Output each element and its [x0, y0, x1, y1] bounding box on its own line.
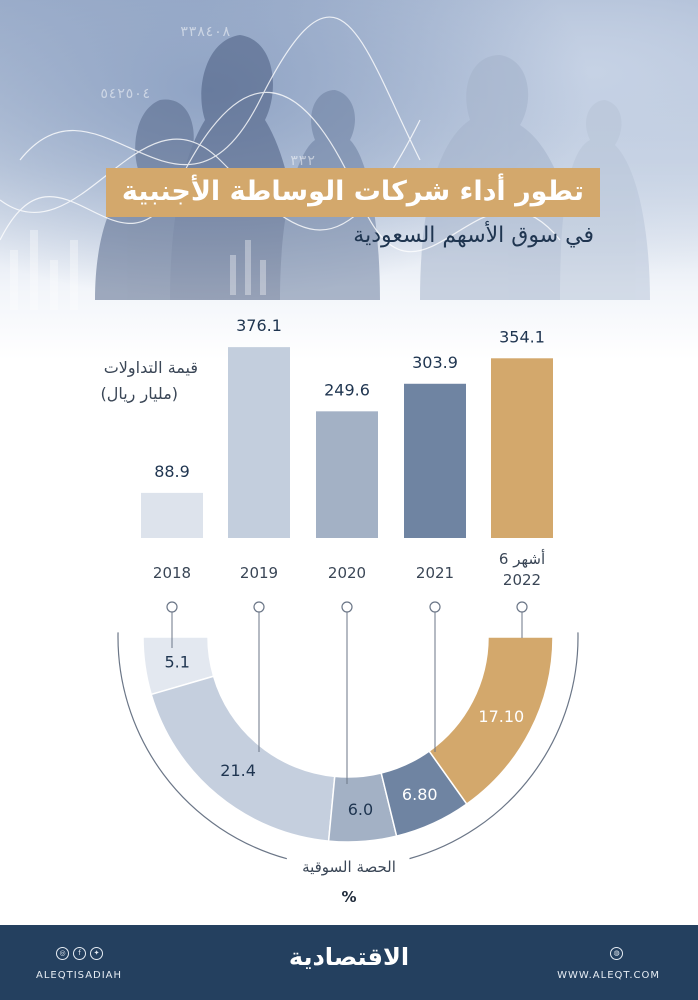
- category-label-4: 2021: [416, 564, 454, 582]
- leader-marker-3: [341, 601, 353, 613]
- leader-marker-5: [516, 601, 528, 613]
- facebook-icon[interactable]: f: [73, 947, 86, 960]
- category-label-5-line-2: 2022: [503, 571, 541, 589]
- share-segment-2: [150, 675, 336, 842]
- bar-2: [228, 347, 290, 538]
- outer-arc-right: [409, 632, 579, 860]
- share-segment-5: [428, 636, 554, 806]
- market-share-title: الحصة السوقية: [290, 858, 408, 876]
- silhouette-5: [560, 100, 650, 300]
- share-value-label-2: 21.4: [220, 761, 256, 780]
- share-value-label-3: 6.0: [348, 800, 373, 819]
- main-title: تطور أداء شركات الوساطة الأجنبية: [105, 168, 600, 217]
- social-handle[interactable]: ALEQTISADIAH: [36, 970, 123, 981]
- footer: ◎ f ✦ ALEQTISADIAH الاقتصادية ◍ WWW.ALEQ…: [0, 925, 698, 1000]
- outer-arc-left: [117, 632, 287, 860]
- bar-1: [141, 492, 203, 538]
- bar-3: [316, 411, 378, 538]
- category-label-3: 2020: [328, 564, 366, 582]
- chart-canvas: 88.9 376.1 249.6 303.9 354.1 2018 2019 2020 2021…: [117, 316, 579, 860]
- silhouette-2: [170, 35, 300, 300]
- bar-4: [404, 383, 466, 538]
- share-value-label-5: 17.10: [478, 707, 524, 726]
- social-icons: ◎ f ✦: [56, 947, 103, 960]
- bar-chart-title: قيمة التداولات: [103, 358, 198, 377]
- leader-marker-2: [253, 601, 265, 613]
- market-share-unit: %: [341, 888, 357, 906]
- share-value-label-4: 6.80: [402, 785, 438, 804]
- leader-marker-4: [429, 601, 441, 613]
- bar-value-label-4: 303.9: [412, 353, 458, 372]
- leader-marker-1: [166, 601, 178, 613]
- twitter-icon[interactable]: ✦: [90, 947, 103, 960]
- svg-text:٥٤٢٥٠٤: ٥٤٢٥٠٤: [100, 86, 151, 102]
- brand-logo: الاقتصادية: [288, 943, 410, 971]
- subtitle: في سوق الأسهم السعودية: [353, 223, 594, 248]
- category-label-2: 2019: [240, 564, 278, 582]
- bar-value-label-1: 88.9: [154, 462, 190, 481]
- bar-value-label-3: 249.6: [324, 380, 370, 399]
- category-label-5-line-1: 6 أشهر: [499, 549, 545, 568]
- bar-chart-unit: (مليار ريال): [100, 384, 178, 403]
- bar-5: [491, 358, 553, 538]
- globe-icon[interactable]: ◍: [610, 947, 623, 960]
- svg-text:٣٣٨٤٠٨: ٣٣٨٤٠٨: [180, 24, 231, 40]
- category-label-1: 2018: [153, 564, 191, 582]
- instagram-icon[interactable]: ◎: [56, 947, 69, 960]
- svg-text:٣٣٢: ٣٣٢: [290, 153, 315, 169]
- bar-value-label-2: 376.1: [236, 316, 282, 335]
- bar-value-label-5: 354.1: [499, 327, 545, 346]
- share-value-label-1: 5.1: [165, 652, 190, 671]
- website-link[interactable]: WWW.ALEQT.COM: [557, 970, 660, 981]
